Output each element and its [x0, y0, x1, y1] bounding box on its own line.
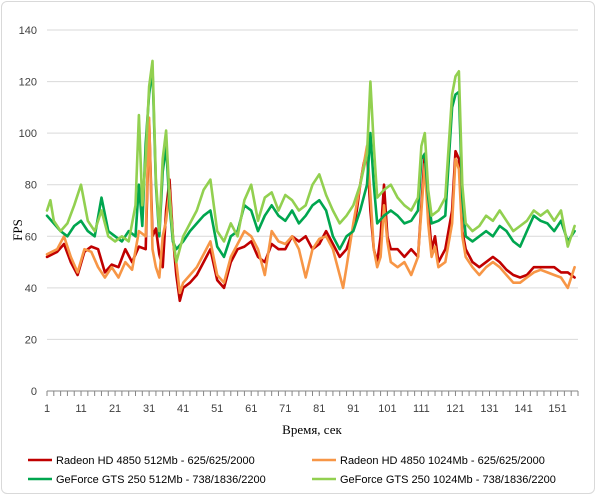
y-tick-label: 80 — [25, 180, 37, 192]
y-tick-label: 120 — [19, 77, 37, 89]
x-tick-label: 81 — [313, 403, 325, 415]
y-tick-label: 20 — [25, 334, 37, 346]
x-tick-label: 151 — [548, 403, 566, 415]
axes — [46, 390, 579, 396]
x-tick-label: 21 — [109, 403, 121, 415]
x-tick-label: 131 — [480, 403, 498, 415]
x-tick-label: 51 — [211, 403, 223, 415]
x-tick-label: 1 — [44, 403, 50, 415]
x-tick-label: 101 — [378, 403, 396, 415]
y-tick-label: 0 — [31, 386, 37, 398]
gridlines — [47, 29, 578, 340]
legend: Radeon HD 4850 512Mb - 625/625/2000 Radeo… — [28, 455, 556, 486]
legend-label-1: Radeon HD 4850 512Mb - 625/625/2000 — [56, 455, 255, 467]
series-line-1 — [45, 119, 576, 303]
x-tick-label: 71 — [279, 403, 291, 415]
series-lines — [45, 59, 576, 303]
x-tick-label: 41 — [177, 403, 189, 415]
x-tick-label: 141 — [514, 403, 532, 415]
x-tick-label: 61 — [245, 403, 257, 415]
x-tick-label: 11 — [75, 403, 86, 415]
legend-label-3: GeForce GTS 250 512Mb - 738/1836/2200 — [56, 474, 266, 486]
x-tick-label: 111 — [413, 403, 430, 415]
legend-label-4: GeForce GTS 250 1024Mb - 738/1836/2200 — [340, 474, 556, 486]
x-axis-title: Время, сек — [282, 422, 342, 437]
y-tick-label: 40 — [25, 283, 37, 295]
y-axis-title: FPS — [10, 219, 25, 241]
x-tick-label: 31 — [143, 403, 155, 415]
x-tick-label: 91 — [347, 403, 359, 415]
series-line-3 — [45, 67, 576, 259]
x-tick-label: 121 — [446, 403, 464, 415]
legend-label-2: Radeon HD 4850 1024Mb - 625/625/2000 — [340, 455, 545, 467]
y-tick-label: 60 — [25, 231, 37, 243]
y-tick-label: 100 — [19, 128, 37, 140]
series-line-2 — [45, 116, 576, 295]
series-line-4 — [45, 59, 576, 264]
y-tick-label: 140 — [19, 25, 37, 37]
